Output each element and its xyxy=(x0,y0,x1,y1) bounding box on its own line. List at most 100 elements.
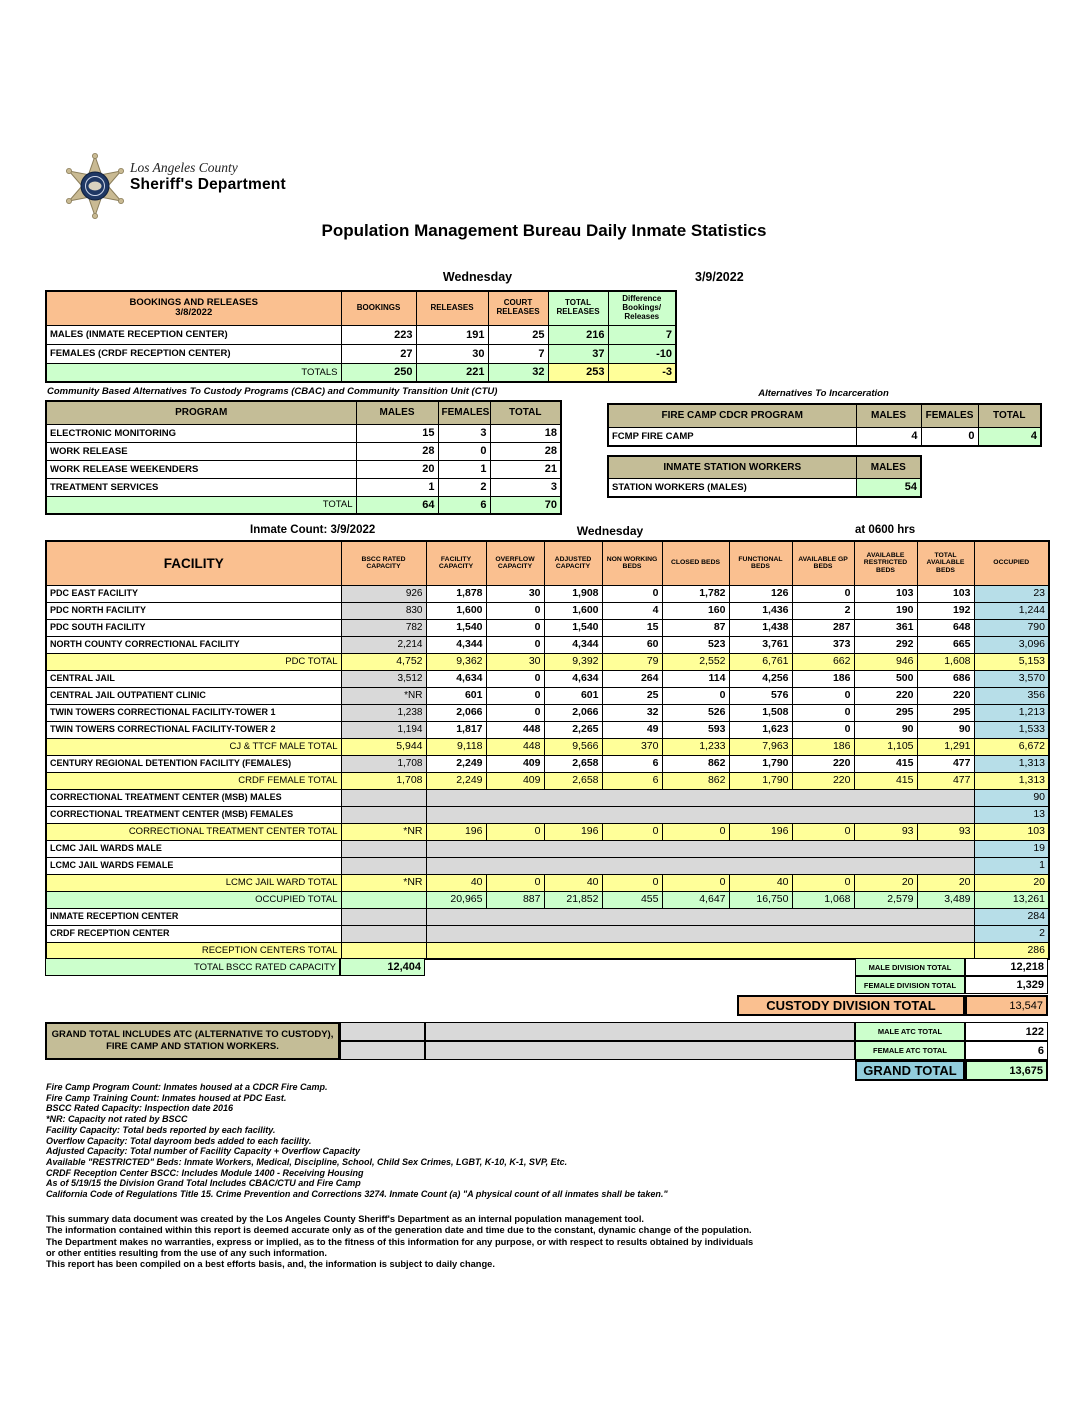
column-header: Difference Bookings/ Releases xyxy=(607,290,677,326)
value-cell: 7 xyxy=(487,343,549,364)
facility-label: CORRECTIONAL TREATMENT CENTER (MSB) FEMA… xyxy=(45,805,342,824)
inmate-count-time: at 0600 hrs xyxy=(855,524,916,536)
total-label: RECEPTION CENTERS TOTAL xyxy=(45,941,342,960)
value-cell: 2,579 xyxy=(853,890,918,909)
facility-row: PDC SOUTH FACILITY 782 1,540 0 1,540 15 87 1,43… xyxy=(45,618,1050,637)
merged-cell xyxy=(425,907,975,926)
fire-camp-row: FCMP FIRE CAMP 4 0 4 xyxy=(607,426,1042,447)
footnote-line: CRDF Reception Center BSCC: Includes Mod… xyxy=(46,1167,364,1178)
column-header: FEMALES xyxy=(437,400,491,425)
value-cell: 0 xyxy=(601,822,663,841)
value-cell: 103 xyxy=(916,584,975,603)
value-cell: 0 xyxy=(485,669,545,688)
bscc-cell: 3,512 xyxy=(340,669,427,688)
value-cell: 295 xyxy=(916,703,975,722)
value-cell: 287 xyxy=(791,618,855,637)
footnote-line: Facility Capacity: Total beds reported b… xyxy=(46,1124,276,1135)
row-label: MALES (INMATE RECEPTION CENTER) xyxy=(45,324,342,345)
value-cell: 2 xyxy=(791,601,855,620)
value-cell: 9,362 xyxy=(425,652,487,671)
value-cell: 946 xyxy=(853,652,918,671)
value-cell: 0 xyxy=(601,584,663,603)
occupied-cell: 103 xyxy=(973,822,1050,841)
cbac-table: PROGRAM MALES FEMALES TOTAL ELECTRONIC MONI… xyxy=(45,400,562,515)
facility-row: CORRECTIONAL TREATMENT CENTER (MSB) FEMA… xyxy=(45,805,1050,824)
occupied-cell: 2 xyxy=(973,924,1050,943)
occupied-cell: 284 xyxy=(973,907,1050,926)
occupied-cell: 13 xyxy=(973,805,1050,824)
value-cell: 0 xyxy=(485,822,545,841)
value-cell: 7 xyxy=(607,324,677,345)
value-cell: 93 xyxy=(853,822,918,841)
cbac-row: WORK RELEASE 28 0 28 xyxy=(45,441,562,461)
column-header: TOTAL RELEASES xyxy=(547,290,609,326)
page-title: Population Management Bureau Daily Inmat… xyxy=(321,221,767,240)
facility-label: PDC NORTH FACILITY xyxy=(45,601,342,620)
disclaimer-line: This summary data document was created b… xyxy=(46,1214,645,1224)
column-header: CLOSED BEDS xyxy=(661,540,730,586)
value-cell: 3 xyxy=(437,423,491,443)
value-cell: 1,068 xyxy=(791,890,855,909)
value-cell: 4,634 xyxy=(543,669,603,688)
column-header: BOOKINGS xyxy=(340,290,417,326)
value-cell: 196 xyxy=(543,822,603,841)
occupied-cell: 3,096 xyxy=(973,635,1050,654)
value-cell: 0 xyxy=(791,703,855,722)
column-header: ADJUSTED CAPACITY xyxy=(543,540,603,586)
occupied-cell: 356 xyxy=(973,686,1050,705)
value-cell: 0 xyxy=(791,584,855,603)
facility-row: CENTRAL JAIL OUTPATIENT CLINIC *NR 601 0 601… xyxy=(45,686,1050,705)
value-cell: 1,600 xyxy=(543,601,603,620)
station-workers-header: INMATE STATION WORKERS MALES xyxy=(607,455,922,479)
bscc-cell: 782 xyxy=(340,618,427,637)
value-cell: 220 xyxy=(791,771,855,790)
value-cell: 415 xyxy=(853,771,918,790)
cbac-header: PROGRAM MALES FEMALES TOTAL xyxy=(45,400,562,425)
total-bscc-label: TOTAL BSCC RATED CAPACITY xyxy=(45,958,340,976)
value-cell: 448 xyxy=(485,737,545,756)
value-cell: 2,249 xyxy=(425,771,487,790)
bscc-cell: 1,238 xyxy=(340,703,427,722)
total-value-cell: -3 xyxy=(607,362,677,383)
column-header: INMATE STATION WORKERS xyxy=(607,455,857,479)
value-cell: 40 xyxy=(425,873,487,892)
value-cell: 30 xyxy=(485,652,545,671)
value-cell: 21 xyxy=(489,459,562,479)
value-cell: 220 xyxy=(916,686,975,705)
total-value-cell: 32 xyxy=(487,362,549,383)
occupied-cell: 1,313 xyxy=(973,771,1050,790)
cbac-header-row: PROGRAM MALES FEMALES TOTAL xyxy=(45,400,562,425)
value-cell: 0 xyxy=(920,426,979,447)
value-cell: 4,344 xyxy=(543,635,603,654)
value-cell: 32 xyxy=(601,703,663,722)
value-cell: 1,436 xyxy=(728,601,793,620)
total-label: CORRECTIONAL TREATMENT CENTER TOTAL xyxy=(45,822,342,841)
grand-total-value: 13,675 xyxy=(965,1060,1048,1081)
value-cell: 1 xyxy=(355,477,439,497)
value-cell: 0 xyxy=(437,441,491,461)
value-cell: 0 xyxy=(661,873,730,892)
value-cell: 27 xyxy=(340,343,417,364)
value-cell: 90 xyxy=(853,720,918,739)
footnote-line: Overflow Capacity: Total dayroom beds ad… xyxy=(46,1135,312,1146)
value-cell: 1,608 xyxy=(916,652,975,671)
facility-row: CORRECTIONAL TREATMENT CENTER TOTAL *NR 19… xyxy=(45,822,1050,841)
occupied-cell: 790 xyxy=(973,618,1050,637)
facility-body: PDC EAST FACILITY 926 1,878 30 1,908 0 1,782 12… xyxy=(45,584,1050,960)
column-header: TOTAL AVAILABLE BEDS xyxy=(916,540,975,586)
disclaimer-line: or other entities resulting from the use… xyxy=(46,1247,328,1258)
bscc-cell: 1,708 xyxy=(340,754,427,773)
footnote-line: Fire Camp Training Count: Inmates housed… xyxy=(46,1092,287,1103)
bscc-cell: 1,708 xyxy=(340,771,427,790)
value-cell: 6 xyxy=(601,771,663,790)
occupied-cell: 6,672 xyxy=(973,737,1050,756)
facility-row: LCMC JAIL WARD TOTAL *NR 40 0 40 0 0 40 0 20 20 20 xyxy=(45,873,1050,892)
value-cell: 1,790 xyxy=(728,754,793,773)
value-cell: 1,908 xyxy=(543,584,603,603)
value-cell: 6,761 xyxy=(728,652,793,671)
value-cell: 220 xyxy=(853,686,918,705)
cbac-body: ELECTRONIC MONITORING 15 3 18 WORK RELEASE 28… xyxy=(45,423,562,515)
value-cell: 60 xyxy=(601,635,663,654)
value-cell: 1,790 xyxy=(728,771,793,790)
value-cell: 4 xyxy=(601,601,663,620)
